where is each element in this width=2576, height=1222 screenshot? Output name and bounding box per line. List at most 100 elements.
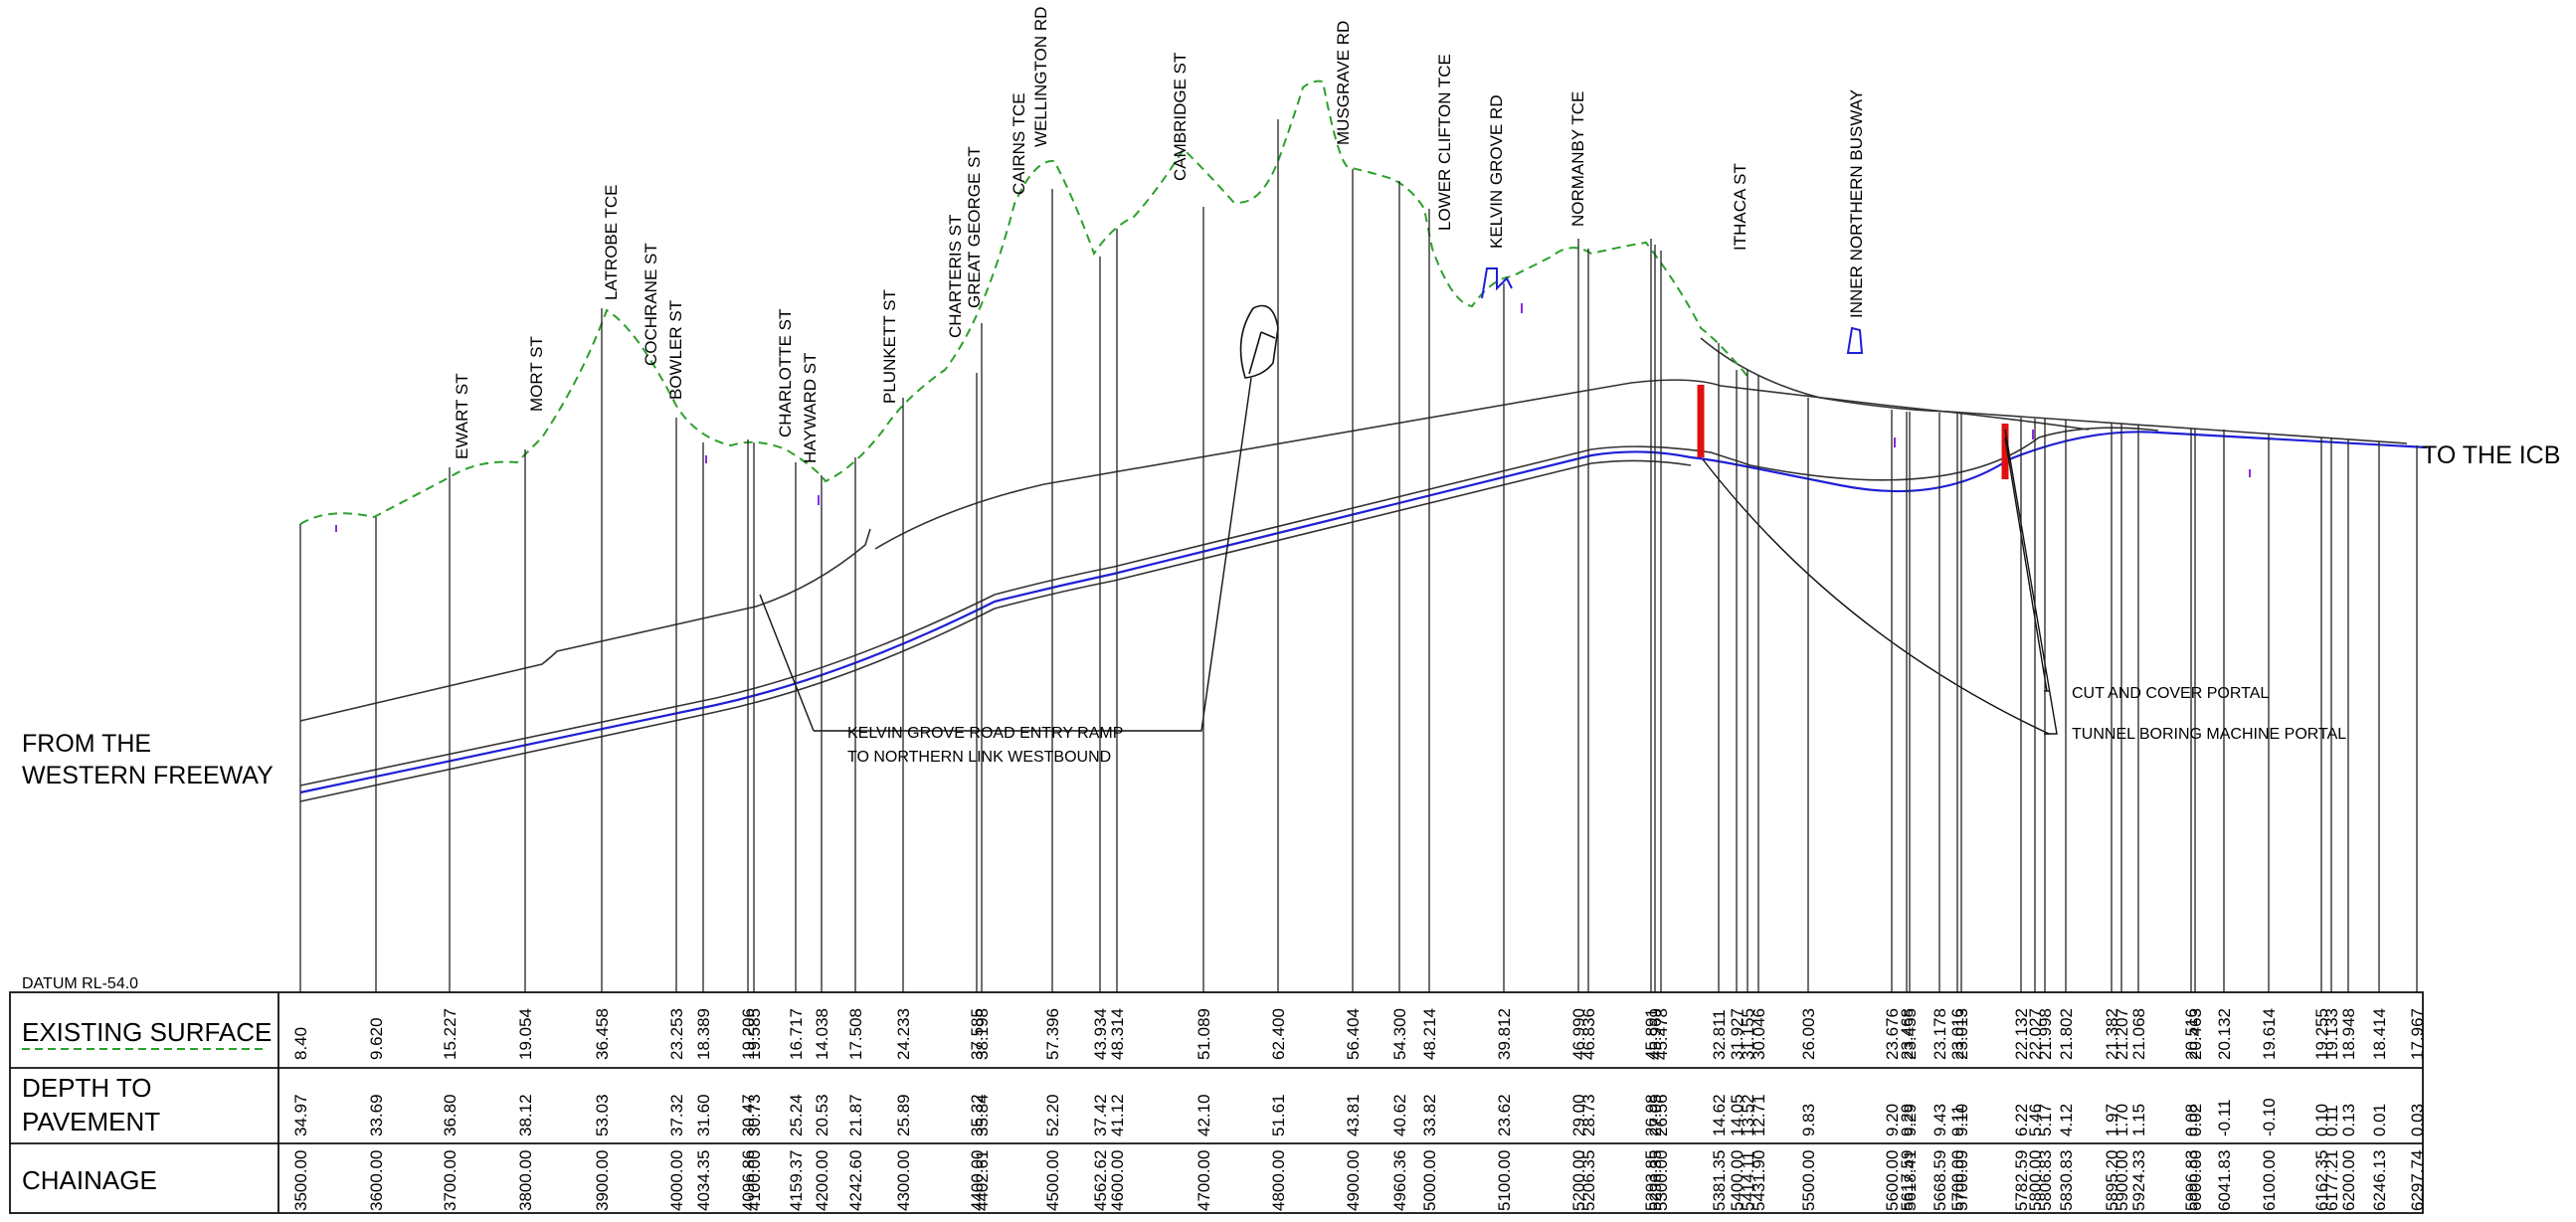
chainage-value: 4562.62	[1091, 1150, 1110, 1211]
surface-value: 31.927	[1728, 1008, 1747, 1060]
surface-value: 19.054	[516, 1008, 535, 1060]
depth-value: 4.12	[2057, 1104, 2076, 1136]
depth-value: 20.53	[813, 1094, 831, 1136]
chainage-header: CHAINAGE	[22, 1165, 157, 1195]
existing-surface-line	[299, 80, 1751, 525]
chainage-value: 6000.00	[2186, 1150, 2205, 1211]
chainage-value: 5600.00	[1883, 1150, 1902, 1211]
chainage-value: 4034.35	[694, 1150, 713, 1211]
street-label: CAMBRIDGE ST	[1171, 53, 1190, 181]
table-values: 8.40 34.97 3500.00 9.620 33.69 3600.00 15.227 3…	[291, 1008, 2427, 1211]
callout-leaders	[759, 377, 2058, 735]
surface-value: 48.314	[1108, 1008, 1127, 1060]
surface-value: 19.206	[739, 1008, 758, 1060]
tbm-portal-label: TUNNEL BORING MACHINE PORTAL	[2072, 726, 2346, 743]
chainage-value: 4100.00	[745, 1150, 764, 1211]
kelvin-grove-structure	[1481, 267, 1864, 354]
chainage-value: 5800.00	[2026, 1150, 2045, 1211]
depth-value: 12.71	[1749, 1094, 1768, 1136]
surface-value: 20.516	[2182, 1008, 2201, 1060]
surface-value: 23.253	[667, 1008, 686, 1060]
chainage-value: 5996.83	[2182, 1150, 2201, 1211]
street-label: MORT ST	[527, 336, 546, 412]
chainage-value: 5924.33	[2129, 1150, 2148, 1211]
surface-value: 46.990	[1569, 1008, 1588, 1060]
surface-value: 21.382	[2103, 1008, 2121, 1060]
surface-value: 32.811	[1710, 1009, 1729, 1060]
chainage-value: 5700.00	[1948, 1150, 1967, 1211]
surface-value: 19.133	[2322, 1008, 2341, 1060]
depth-value: 5.46	[2026, 1104, 2045, 1136]
chainage-value: 4402.61	[973, 1150, 992, 1211]
depth-value: 9.83	[1799, 1104, 1818, 1136]
surface-value: 23.013	[1952, 1008, 1971, 1060]
chainage-value: 6246.13	[2370, 1150, 2389, 1211]
surface-value: 21.802	[2057, 1008, 2076, 1060]
depth-value: -0.11	[2215, 1100, 2234, 1137]
surface-value: 31.155	[1739, 1008, 1757, 1060]
depth-value: 37.32	[667, 1094, 686, 1136]
chainage-value: 4000.00	[667, 1150, 686, 1211]
chainage-value: 5500.00	[1799, 1150, 1818, 1211]
surface-value: 37.585	[968, 1008, 987, 1060]
chainage-value: 4900.00	[1344, 1150, 1363, 1211]
chainage-value: 5431.90	[1749, 1150, 1768, 1211]
from-label-line2: WESTERN FREEWAY	[22, 762, 274, 789]
street-label: CHARTERIS ST	[946, 215, 965, 338]
chainage-value: 3900.00	[593, 1150, 612, 1211]
surface-value: 23.455	[1901, 1008, 1920, 1060]
depth-value: 9.20	[1883, 1104, 1902, 1136]
street-label: INNER NORTHERN BUSWAY	[1847, 89, 1866, 318]
chainage-value: 3600.00	[367, 1150, 386, 1211]
surface-value: 19.614	[2260, 1008, 2279, 1060]
surface-value: 51.089	[1195, 1008, 1213, 1060]
depth-value: 1.15	[2129, 1104, 2148, 1136]
surface-value: 46.836	[1579, 1008, 1598, 1060]
depth-value: 9.43	[1931, 1104, 1949, 1136]
surface-value: 18.948	[2339, 1008, 2358, 1060]
depth-value: 29.00	[1569, 1094, 1588, 1136]
depth-value: 28.73	[1579, 1094, 1598, 1136]
surface-value: 21.068	[2129, 1008, 2148, 1060]
chainage-value: 4400.00	[968, 1150, 987, 1211]
street-label: CHARLOTTE ST	[776, 309, 795, 437]
chainage-value: 6100.00	[2260, 1150, 2279, 1211]
depth-value: 30.73	[745, 1094, 764, 1136]
ventilation-shaft	[1239, 304, 1279, 379]
chainage-value: 5414.11	[1739, 1151, 1757, 1211]
depth-value: 33.69	[367, 1094, 386, 1136]
depth-value: 30.47	[739, 1094, 758, 1136]
from-label-line1: FROM THE	[22, 730, 151, 758]
street-label: PLUNKETT ST	[880, 289, 899, 404]
chainage-value: 5806.83	[2036, 1150, 2055, 1211]
chainage-value: 5200.00	[1569, 1150, 1588, 1211]
chainage-value: 5700.09	[1952, 1150, 1971, 1211]
depth-value: 14.62	[1710, 1094, 1729, 1136]
ramp-roof-line	[299, 528, 871, 722]
depth-value: 0.10	[2312, 1104, 2331, 1136]
surface-value: 20.132	[2215, 1008, 2234, 1060]
surface-value: 23.676	[1883, 1008, 1902, 1060]
depth-value: 53.03	[593, 1094, 612, 1136]
chainage-value: 6297.74	[2408, 1150, 2427, 1211]
surface-value: 43.934	[1091, 1008, 1110, 1060]
surface-value: 9.620	[367, 1017, 386, 1060]
chainage-value: 5206.35	[1579, 1150, 1598, 1211]
depth-value: 33.82	[1420, 1094, 1439, 1136]
depth-value: 0.03	[2408, 1104, 2427, 1136]
street-label: MUSGRAVE RD	[1334, 21, 1353, 145]
surface-value: 56.404	[1344, 1008, 1363, 1060]
chainage-value: 5830.83	[2057, 1150, 2076, 1211]
datum-label: DATUM RL-54.0	[22, 975, 138, 992]
depth-value: 9.29	[1898, 1104, 1917, 1136]
surface-value: 22.027	[2026, 1008, 2045, 1060]
surface-value: 45.969	[1646, 1008, 1665, 1060]
street-label: EWART ST	[453, 373, 471, 459]
depth-value: 9.29	[1901, 1104, 1920, 1136]
chainage-value: 5618.41	[1901, 1150, 1920, 1211]
chainage-value: 6041.83	[2215, 1150, 2234, 1211]
depth-value: 36.80	[441, 1094, 460, 1136]
chainage-value: 6177.21	[2322, 1150, 2341, 1211]
surface-value: 48.214	[1420, 1008, 1439, 1060]
